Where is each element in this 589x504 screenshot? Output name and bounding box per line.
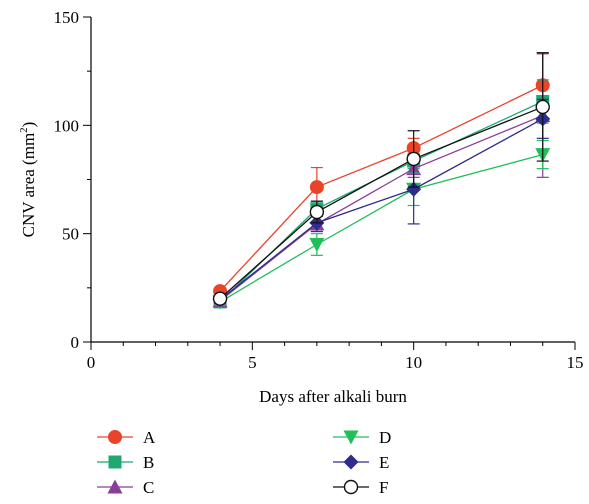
series-layer bbox=[212, 52, 551, 310]
y-axis-label-main: CNV area (mm bbox=[19, 133, 38, 238]
legend-entry-b: B bbox=[97, 453, 154, 472]
y-tick-label: 150 bbox=[54, 8, 80, 27]
x-tick-label: 0 bbox=[87, 353, 96, 372]
series-d bbox=[212, 139, 551, 310]
series-b bbox=[213, 79, 550, 309]
legend-label: F bbox=[379, 478, 388, 497]
y-tick-label: 50 bbox=[62, 225, 79, 244]
series-line bbox=[219, 100, 544, 303]
legend-entry-a: A bbox=[97, 428, 156, 447]
axes: 0 50 100 150 0 5 10 15 bbox=[54, 8, 584, 372]
y-tick-label: 100 bbox=[54, 116, 80, 135]
legend-entry-f: F bbox=[333, 478, 388, 497]
x-tick-label: 15 bbox=[567, 353, 584, 372]
y-axis-label: CNV area (mm2) bbox=[18, 122, 38, 238]
data-point bbox=[309, 238, 325, 252]
y-axis-label-superscript: 2 bbox=[18, 127, 30, 133]
series-line bbox=[219, 114, 543, 302]
data-point bbox=[406, 181, 422, 197]
legend-label: C bbox=[143, 478, 154, 497]
legend: ABC DEF bbox=[97, 428, 391, 497]
y-tick-label: 0 bbox=[71, 333, 80, 352]
legend-marker bbox=[343, 454, 359, 470]
legend-marker bbox=[108, 430, 122, 444]
data-point bbox=[212, 291, 228, 306]
legend-label: B bbox=[143, 453, 154, 472]
legend-marker bbox=[343, 479, 359, 495]
data-point bbox=[309, 180, 324, 195]
legend-label: A bbox=[143, 428, 156, 447]
legend-marker bbox=[107, 479, 123, 494]
series-line bbox=[219, 118, 544, 301]
legend-entry-d: D bbox=[333, 428, 391, 447]
legend-entry-e: E bbox=[333, 453, 389, 472]
data-point bbox=[535, 99, 550, 115]
x-tick-label: 10 bbox=[405, 353, 422, 372]
data-point bbox=[406, 151, 421, 167]
data-point bbox=[309, 204, 325, 220]
y-axis-label-close: ) bbox=[19, 122, 38, 128]
x-axis-label: Days after alkali burn bbox=[259, 387, 407, 406]
legend-label: E bbox=[379, 453, 389, 472]
series-line bbox=[219, 106, 543, 300]
legend-label: D bbox=[379, 428, 391, 447]
series-a bbox=[213, 52, 550, 299]
legend-entry-c: C bbox=[97, 478, 154, 497]
legend-marker bbox=[108, 455, 122, 469]
series-line bbox=[219, 84, 544, 292]
legend-marker bbox=[343, 430, 359, 445]
series-line bbox=[219, 153, 543, 303]
series-f bbox=[212, 52, 550, 306]
series-c bbox=[212, 53, 551, 308]
x-tick-label: 5 bbox=[248, 353, 257, 372]
